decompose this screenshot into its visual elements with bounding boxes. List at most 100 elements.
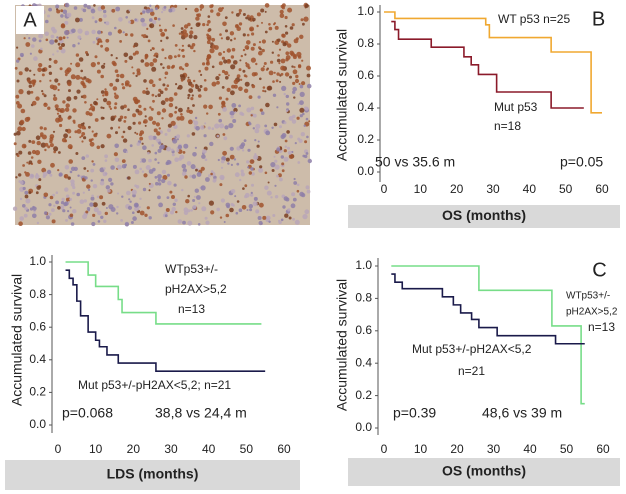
nucleus — [187, 209, 191, 213]
nucleus — [89, 140, 92, 143]
nucleus — [132, 121, 136, 125]
nucleus — [206, 112, 209, 115]
nucleus — [69, 136, 72, 139]
nucleus — [284, 15, 288, 20]
nucleus — [48, 65, 52, 68]
nucleus — [27, 151, 32, 155]
nucleus — [244, 81, 250, 87]
nucleus — [128, 55, 133, 60]
nucleus — [135, 74, 138, 78]
nucleus — [136, 68, 141, 73]
nucleus — [103, 98, 108, 103]
nucleus — [130, 33, 134, 37]
nucleus — [142, 34, 147, 39]
nucleus — [250, 46, 255, 51]
nucleus — [299, 84, 304, 89]
annotation: n=18 — [494, 119, 521, 133]
nucleus — [287, 208, 291, 212]
nucleus — [279, 80, 282, 83]
nucleus — [161, 48, 165, 52]
nucleus — [259, 165, 263, 169]
nucleus — [152, 83, 156, 88]
nucleus — [29, 207, 34, 211]
nucleus — [59, 108, 65, 113]
nucleus — [206, 34, 212, 40]
nucleus — [103, 62, 106, 65]
nucleus — [160, 100, 166, 106]
nucleus — [150, 11, 155, 16]
nucleus — [221, 69, 226, 74]
nucleus — [165, 208, 170, 212]
nucleus — [141, 142, 144, 145]
nucleus — [115, 57, 118, 60]
nucleus — [16, 154, 20, 157]
nucleus — [110, 165, 115, 170]
nucleus — [187, 44, 191, 48]
nucleus — [64, 201, 69, 206]
nucleus — [292, 90, 296, 94]
y-tick-label: 0.8 — [29, 287, 46, 301]
nucleus — [284, 139, 288, 143]
nucleus — [45, 38, 49, 42]
y-tick-label: 0.6 — [29, 319, 46, 333]
x-tick-label: 40 — [202, 442, 216, 456]
nucleus — [57, 117, 63, 122]
nucleus — [291, 119, 297, 124]
nucleus — [141, 34, 144, 37]
nucleus — [92, 213, 96, 217]
nucleus — [132, 113, 137, 118]
nucleus — [24, 206, 28, 211]
nucleus — [128, 198, 131, 201]
nucleus — [105, 38, 110, 43]
nucleus — [50, 162, 55, 168]
nucleus — [221, 56, 225, 60]
nucleus — [100, 44, 103, 48]
nucleus — [81, 125, 86, 130]
nucleus — [91, 16, 95, 20]
annotation: pH2AX>5,2 — [566, 307, 618, 318]
nucleus — [21, 126, 26, 132]
nucleus — [59, 123, 63, 128]
nucleus — [293, 177, 296, 181]
nucleus — [60, 23, 66, 28]
nucleus — [253, 196, 258, 201]
nucleus — [306, 135, 309, 139]
nucleus — [110, 54, 113, 57]
nucleus — [234, 195, 237, 198]
nucleus — [240, 172, 245, 177]
nucleus — [82, 214, 88, 220]
nucleus — [91, 138, 94, 141]
nucleus — [238, 104, 242, 108]
nucleus — [152, 58, 158, 63]
nucleus — [134, 206, 140, 212]
nucleus — [58, 114, 62, 118]
nucleus — [274, 184, 277, 187]
nucleus — [60, 48, 66, 54]
nucleus — [46, 169, 52, 175]
nucleus — [144, 124, 147, 127]
nucleus — [244, 53, 247, 56]
nucleus — [54, 39, 58, 43]
survival-curve — [391, 265, 585, 405]
nucleus — [168, 113, 174, 118]
nucleus — [255, 62, 258, 66]
x-tick-label: 30 — [164, 442, 178, 456]
nucleus — [50, 26, 56, 32]
nucleus — [242, 13, 246, 16]
nucleus — [149, 62, 154, 67]
nucleus — [92, 40, 96, 44]
nucleus — [281, 169, 285, 173]
nucleus — [301, 81, 306, 86]
nucleus — [69, 197, 73, 201]
nucleus — [113, 92, 117, 95]
nucleus — [119, 73, 125, 79]
nucleus — [246, 33, 250, 37]
nucleus — [247, 148, 251, 152]
nucleus — [49, 134, 55, 139]
nucleus — [192, 199, 196, 202]
nucleus — [152, 20, 157, 25]
nucleus — [229, 146, 234, 151]
nucleus — [201, 154, 206, 159]
nucleus — [118, 126, 121, 129]
nucleus — [227, 162, 230, 165]
